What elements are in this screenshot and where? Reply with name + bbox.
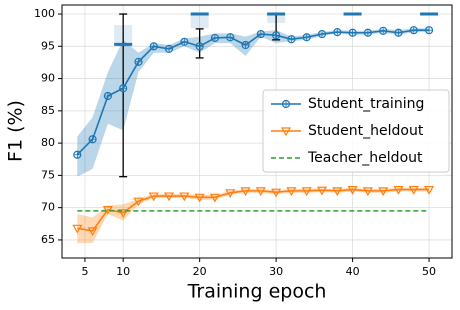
marker — [286, 187, 297, 197]
y-tick-label: 85 — [41, 104, 55, 117]
marker — [133, 197, 144, 207]
y-tick-label: 95 — [41, 39, 55, 52]
marker-cross — [211, 34, 219, 42]
marker — [333, 28, 342, 37]
marker-cross — [165, 45, 173, 53]
marker — [281, 99, 291, 109]
marker — [195, 42, 204, 51]
marker — [118, 209, 129, 219]
y-tick-label: 75 — [41, 168, 55, 181]
marker-cross — [349, 29, 357, 37]
marker-cross — [226, 33, 234, 41]
x-tick-label: 30 — [269, 265, 283, 278]
legend-box — [262, 89, 450, 173]
marker — [134, 57, 143, 66]
marker — [87, 227, 98, 237]
marker-cross — [150, 42, 158, 50]
marker — [256, 29, 265, 39]
marker — [240, 187, 251, 197]
marker — [210, 33, 220, 43]
marker — [363, 28, 372, 37]
x-tick-label: 5 — [81, 265, 88, 278]
marker — [164, 44, 174, 53]
marker-cross — [425, 26, 433, 34]
marker-cross — [394, 29, 402, 37]
y-axis-label: F1 (%) — [5, 100, 27, 162]
y-tick-label: 80 — [41, 136, 55, 149]
marker — [362, 187, 373, 197]
marker — [394, 28, 403, 37]
marker — [393, 185, 404, 195]
marker — [226, 33, 235, 42]
marker — [180, 37, 189, 46]
marker-cross — [134, 58, 142, 66]
marker — [241, 40, 250, 50]
marker-cross — [282, 100, 290, 108]
marker — [287, 35, 296, 44]
marker-cross — [272, 31, 280, 39]
y-tick-label: 70 — [41, 201, 55, 214]
marker — [119, 84, 128, 93]
marker — [347, 185, 358, 195]
box — [190, 14, 209, 29]
marker — [103, 91, 112, 101]
marker-cross — [379, 27, 387, 35]
marker — [301, 187, 312, 197]
marker — [424, 185, 435, 195]
marker — [88, 135, 97, 144]
y-tick-label: 100 — [34, 7, 55, 20]
marker — [179, 192, 190, 202]
marker — [271, 188, 282, 198]
marker — [317, 29, 327, 39]
marker — [302, 33, 311, 42]
legend-label: Teacher_heldout — [307, 150, 423, 166]
marker-cross — [303, 33, 311, 41]
marker — [255, 187, 266, 197]
marker — [280, 127, 292, 137]
marker — [409, 26, 418, 35]
marker — [332, 187, 343, 197]
x-tick-label: 10 — [116, 265, 130, 278]
marker-cross — [73, 151, 81, 159]
x-axis-label: Training epoch — [187, 281, 327, 303]
x-tick-label: 50 — [422, 265, 436, 278]
marker-cross — [333, 28, 341, 36]
marker — [225, 189, 236, 199]
marker — [316, 186, 328, 196]
marker — [379, 26, 388, 35]
y-tick-label: 65 — [41, 233, 55, 246]
legend-label: Student_training — [308, 96, 424, 112]
marker-cross — [89, 135, 97, 143]
marker — [424, 26, 434, 35]
marker-cross — [318, 30, 326, 38]
marker-cross — [104, 92, 112, 100]
marker-cross — [180, 38, 188, 46]
marker — [272, 31, 281, 40]
marker — [149, 42, 158, 51]
marker-cross — [119, 84, 127, 92]
marker — [348, 28, 357, 37]
marker-cross — [364, 29, 372, 37]
marker — [194, 193, 205, 203]
marker — [73, 150, 82, 159]
plot-frame — [61, 4, 453, 259]
marker — [164, 192, 175, 202]
x-tick-label: 40 — [346, 265, 360, 278]
marker-cross — [287, 35, 295, 43]
marker — [72, 224, 83, 234]
marker — [209, 193, 220, 203]
x-tick-label: 20 — [193, 265, 207, 278]
y-tick-label: 90 — [41, 72, 55, 85]
marker-cross — [242, 41, 250, 49]
marker — [408, 185, 419, 195]
marker-cross — [196, 42, 204, 50]
marker-cross — [410, 26, 418, 34]
marker-cross — [257, 30, 265, 38]
legend-label: Student_heldout — [308, 123, 424, 139]
marker — [378, 187, 389, 197]
marker — [148, 192, 159, 202]
